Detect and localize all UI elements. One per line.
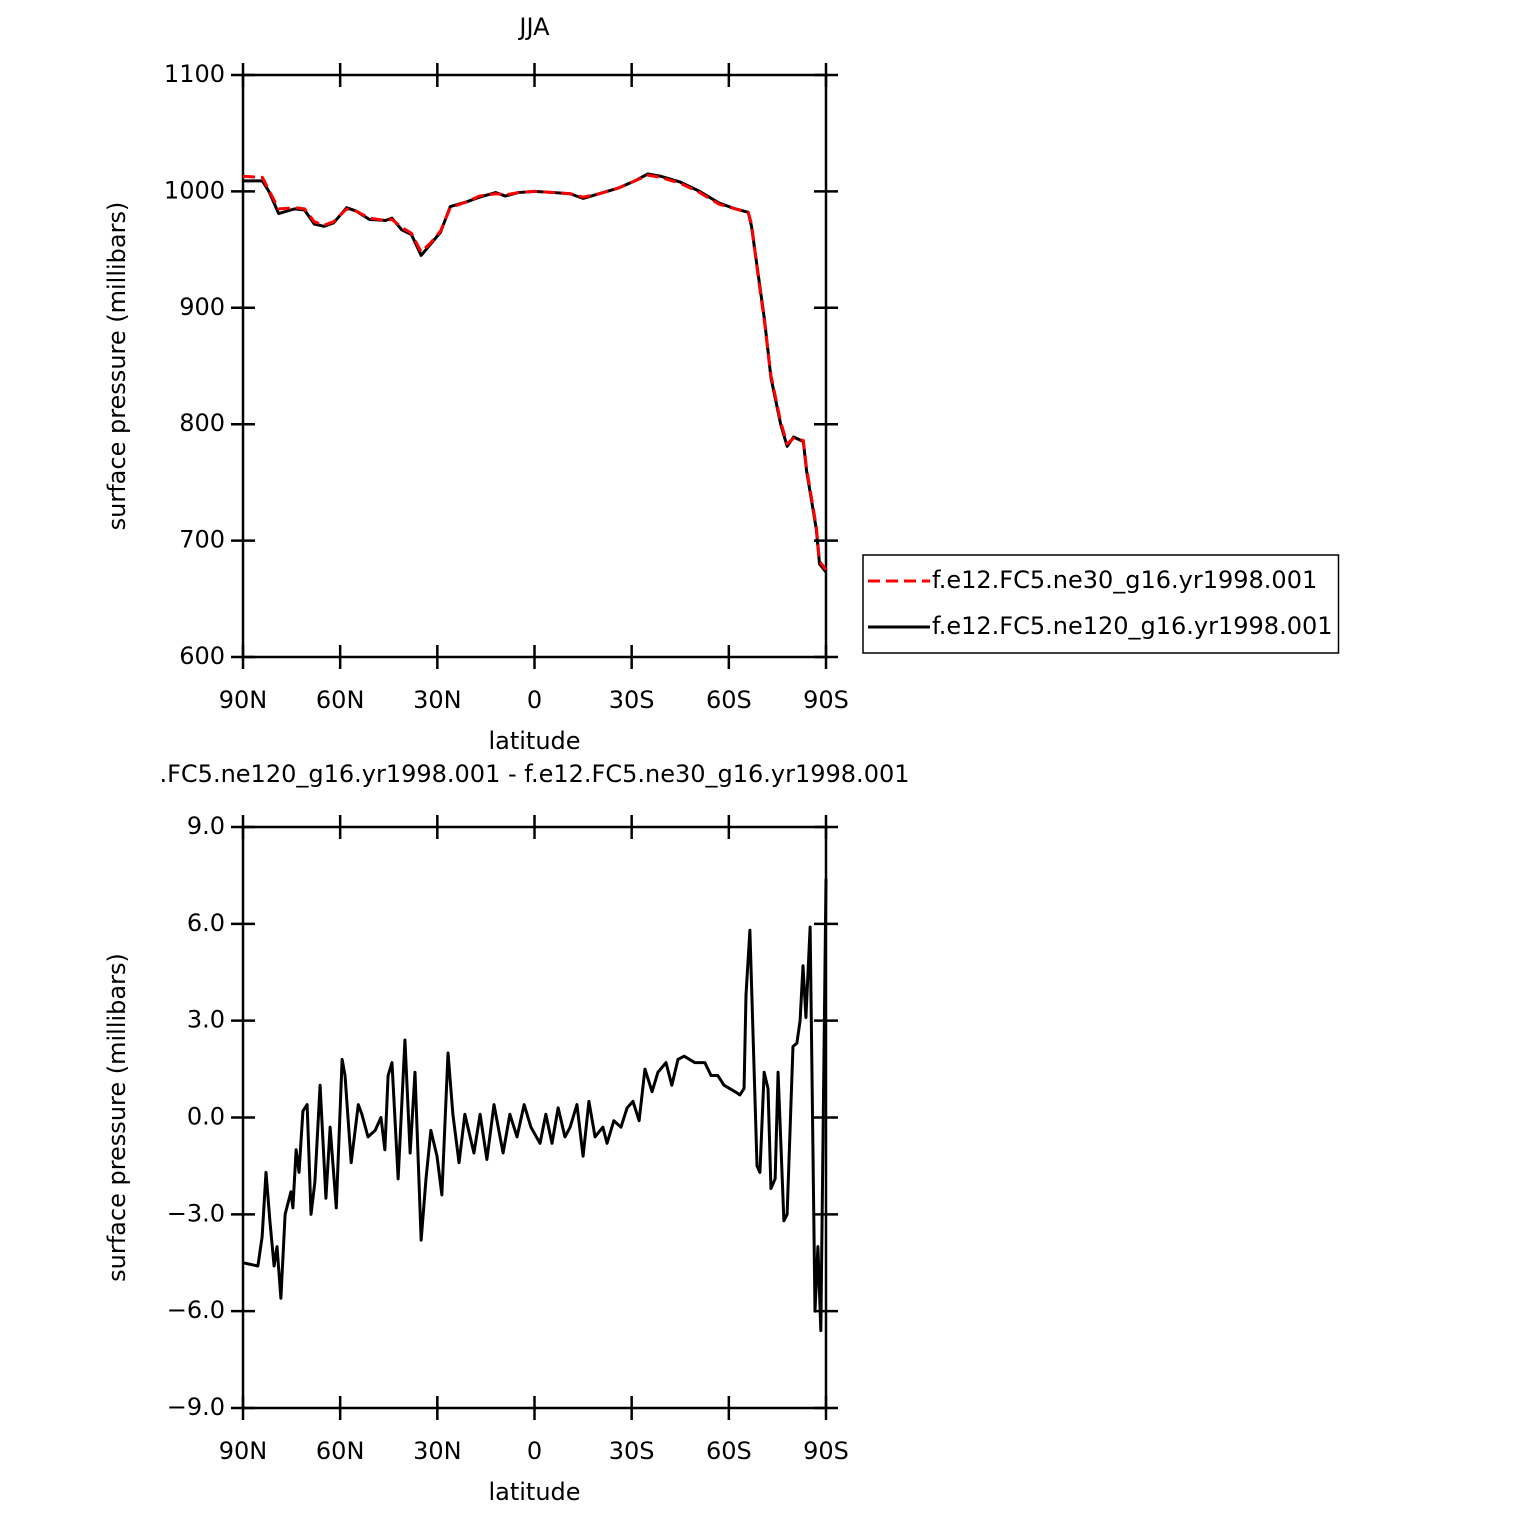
plot-frame: [241, 825, 828, 1410]
y-tick-label: 3.0: [187, 1006, 225, 1034]
x-tick-label: 0: [527, 1437, 542, 1465]
x-axis-label: latitude: [488, 727, 580, 755]
x-tick-label: 0: [527, 686, 542, 714]
y-tick-label: 1100: [164, 60, 225, 88]
y-tick-label: 1000: [164, 176, 225, 204]
y-tick-label: 900: [179, 293, 225, 321]
data-line: [242, 173, 828, 571]
x-tick-label: 60S: [706, 1437, 752, 1465]
x-tick-label: 30N: [413, 1437, 462, 1465]
y-tick-label: 9.0: [187, 812, 225, 840]
y-tick-label: 600: [179, 642, 225, 670]
data-line: [243, 172, 828, 573]
x-tick-label: 90S: [803, 686, 849, 714]
legend-box: [862, 554, 1340, 654]
plot-frame: [241, 73, 828, 659]
legend-label: f.e12.FC5.ne30_g16.yr1998.001: [932, 566, 1317, 594]
x-tick-label: 30S: [609, 1437, 655, 1465]
x-tick-label: 30S: [609, 686, 655, 714]
y-tick-label: 800: [179, 409, 225, 437]
x-tick-label: 60N: [316, 686, 365, 714]
y-tick-label: 6.0: [187, 909, 225, 937]
y-tick-label: −3.0: [167, 1199, 225, 1227]
x-tick-label: 90S: [803, 1437, 849, 1465]
y-tick-label: 700: [179, 526, 225, 554]
y-tick-label: −9.0: [167, 1393, 225, 1421]
x-tick-label: 60N: [316, 1437, 365, 1465]
x-tick-label: 90N: [219, 1437, 268, 1465]
chart-title: .FC5.ne120_g16.yr1998.001 - f.e12.FC5.ne…: [159, 760, 909, 788]
x-tick-label: 90N: [219, 686, 268, 714]
chart-title: JJA: [517, 13, 550, 41]
data-line: [242, 878, 828, 1333]
legend-label: f.e12.FC5.ne120_g16.yr1998.001: [932, 612, 1333, 640]
y-tick-label: −6.0: [167, 1296, 225, 1324]
x-tick-label: 30N: [413, 686, 462, 714]
y-axis-label: surface pressure (millibars): [103, 953, 131, 1282]
x-axis-label: latitude: [488, 1478, 580, 1506]
y-tick-label: 0.0: [187, 1103, 225, 1131]
x-tick-label: 60S: [706, 686, 752, 714]
y-axis-label: surface pressure (millibars): [103, 202, 131, 531]
